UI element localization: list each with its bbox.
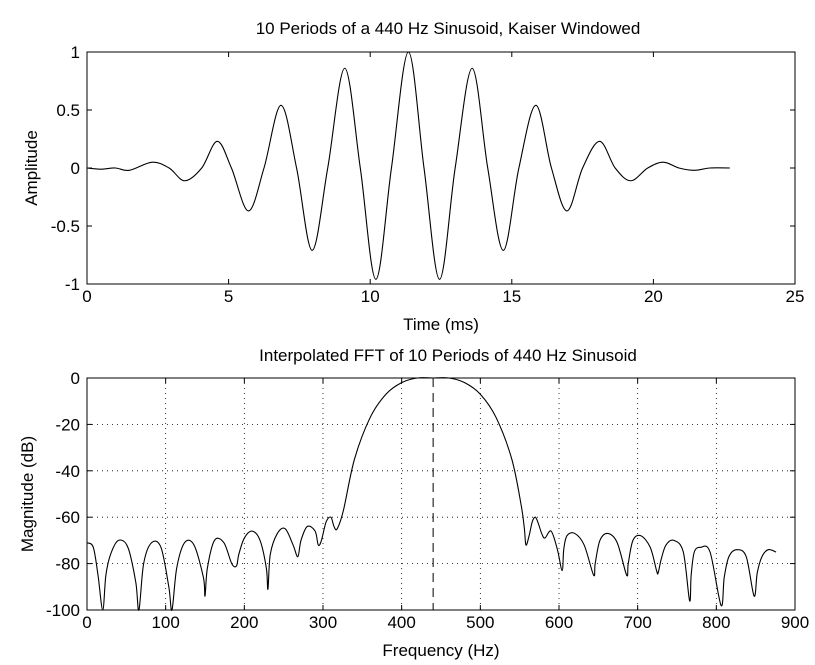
x-tick-label: 200 bbox=[230, 613, 258, 632]
x-tick-label: 10 bbox=[361, 287, 380, 306]
y-tick-label: -100 bbox=[46, 601, 80, 620]
spectrum-chart: Interpolated FFT of 10 Periods of 440 Hz… bbox=[18, 346, 809, 660]
x-tick-label: 500 bbox=[466, 613, 494, 632]
x-tick-label: 100 bbox=[151, 613, 179, 632]
y-tick-label: -0.5 bbox=[51, 217, 80, 236]
plot-frame bbox=[86, 51, 796, 285]
x-tick-label: 700 bbox=[623, 613, 651, 632]
y-tick-label: -60 bbox=[55, 508, 80, 527]
time-domain-chart: 10 Periods of a 440 Hz Sinusoid, Kaiser … bbox=[22, 19, 804, 334]
y-tick-label: 0 bbox=[71, 369, 80, 388]
plot-frame bbox=[86, 377, 796, 611]
x-tick-label: 800 bbox=[702, 613, 730, 632]
x-tick-label: 300 bbox=[309, 613, 337, 632]
x-tick-label: 400 bbox=[387, 613, 415, 632]
x-tick-label: 0 bbox=[82, 613, 91, 632]
y-tick-labels: -1 -0.5 0 0.5 1 bbox=[51, 43, 80, 294]
x-tick-label: 5 bbox=[224, 287, 233, 306]
x-tick-label: 15 bbox=[502, 287, 521, 306]
y-axis-label: Magnitude (dB) bbox=[18, 436, 37, 552]
x-axis-label: Time (ms) bbox=[403, 315, 479, 334]
x-tick-label: 900 bbox=[781, 613, 809, 632]
y-tick-labels: -100 -80 -60 -40 -20 0 bbox=[46, 369, 80, 620]
chart-title: Interpolated FFT of 10 Periods of 440 Hz… bbox=[259, 346, 637, 365]
y-tick-label: -80 bbox=[55, 555, 80, 574]
y-tick-label: -1 bbox=[65, 275, 80, 294]
series-line bbox=[86, 51, 730, 280]
y-tick-label: -20 bbox=[55, 415, 80, 434]
x-axis-label: Frequency (Hz) bbox=[382, 641, 499, 660]
grid-lines bbox=[87, 378, 795, 610]
series-line bbox=[86, 377, 777, 611]
x-tick-label: 600 bbox=[545, 613, 573, 632]
x-tick-label: 20 bbox=[644, 287, 663, 306]
y-tick-label: 0.5 bbox=[56, 101, 80, 120]
x-tick-label: 25 bbox=[786, 287, 805, 306]
x-tick-labels: 0 100 200 300 400 500 600 700 800 900 bbox=[82, 613, 809, 632]
y-tick-label: -40 bbox=[55, 462, 80, 481]
tick-marks bbox=[86, 51, 796, 285]
y-tick-label: 1 bbox=[71, 43, 80, 62]
x-tick-label: 0 bbox=[82, 287, 91, 306]
tick-marks bbox=[86, 377, 796, 611]
y-tick-label: 0 bbox=[71, 159, 80, 178]
chart-title: 10 Periods of a 440 Hz Sinusoid, Kaiser … bbox=[256, 19, 641, 38]
x-tick-labels: 0 5 10 15 20 25 bbox=[82, 287, 804, 306]
y-axis-label: Amplitude bbox=[22, 130, 41, 206]
